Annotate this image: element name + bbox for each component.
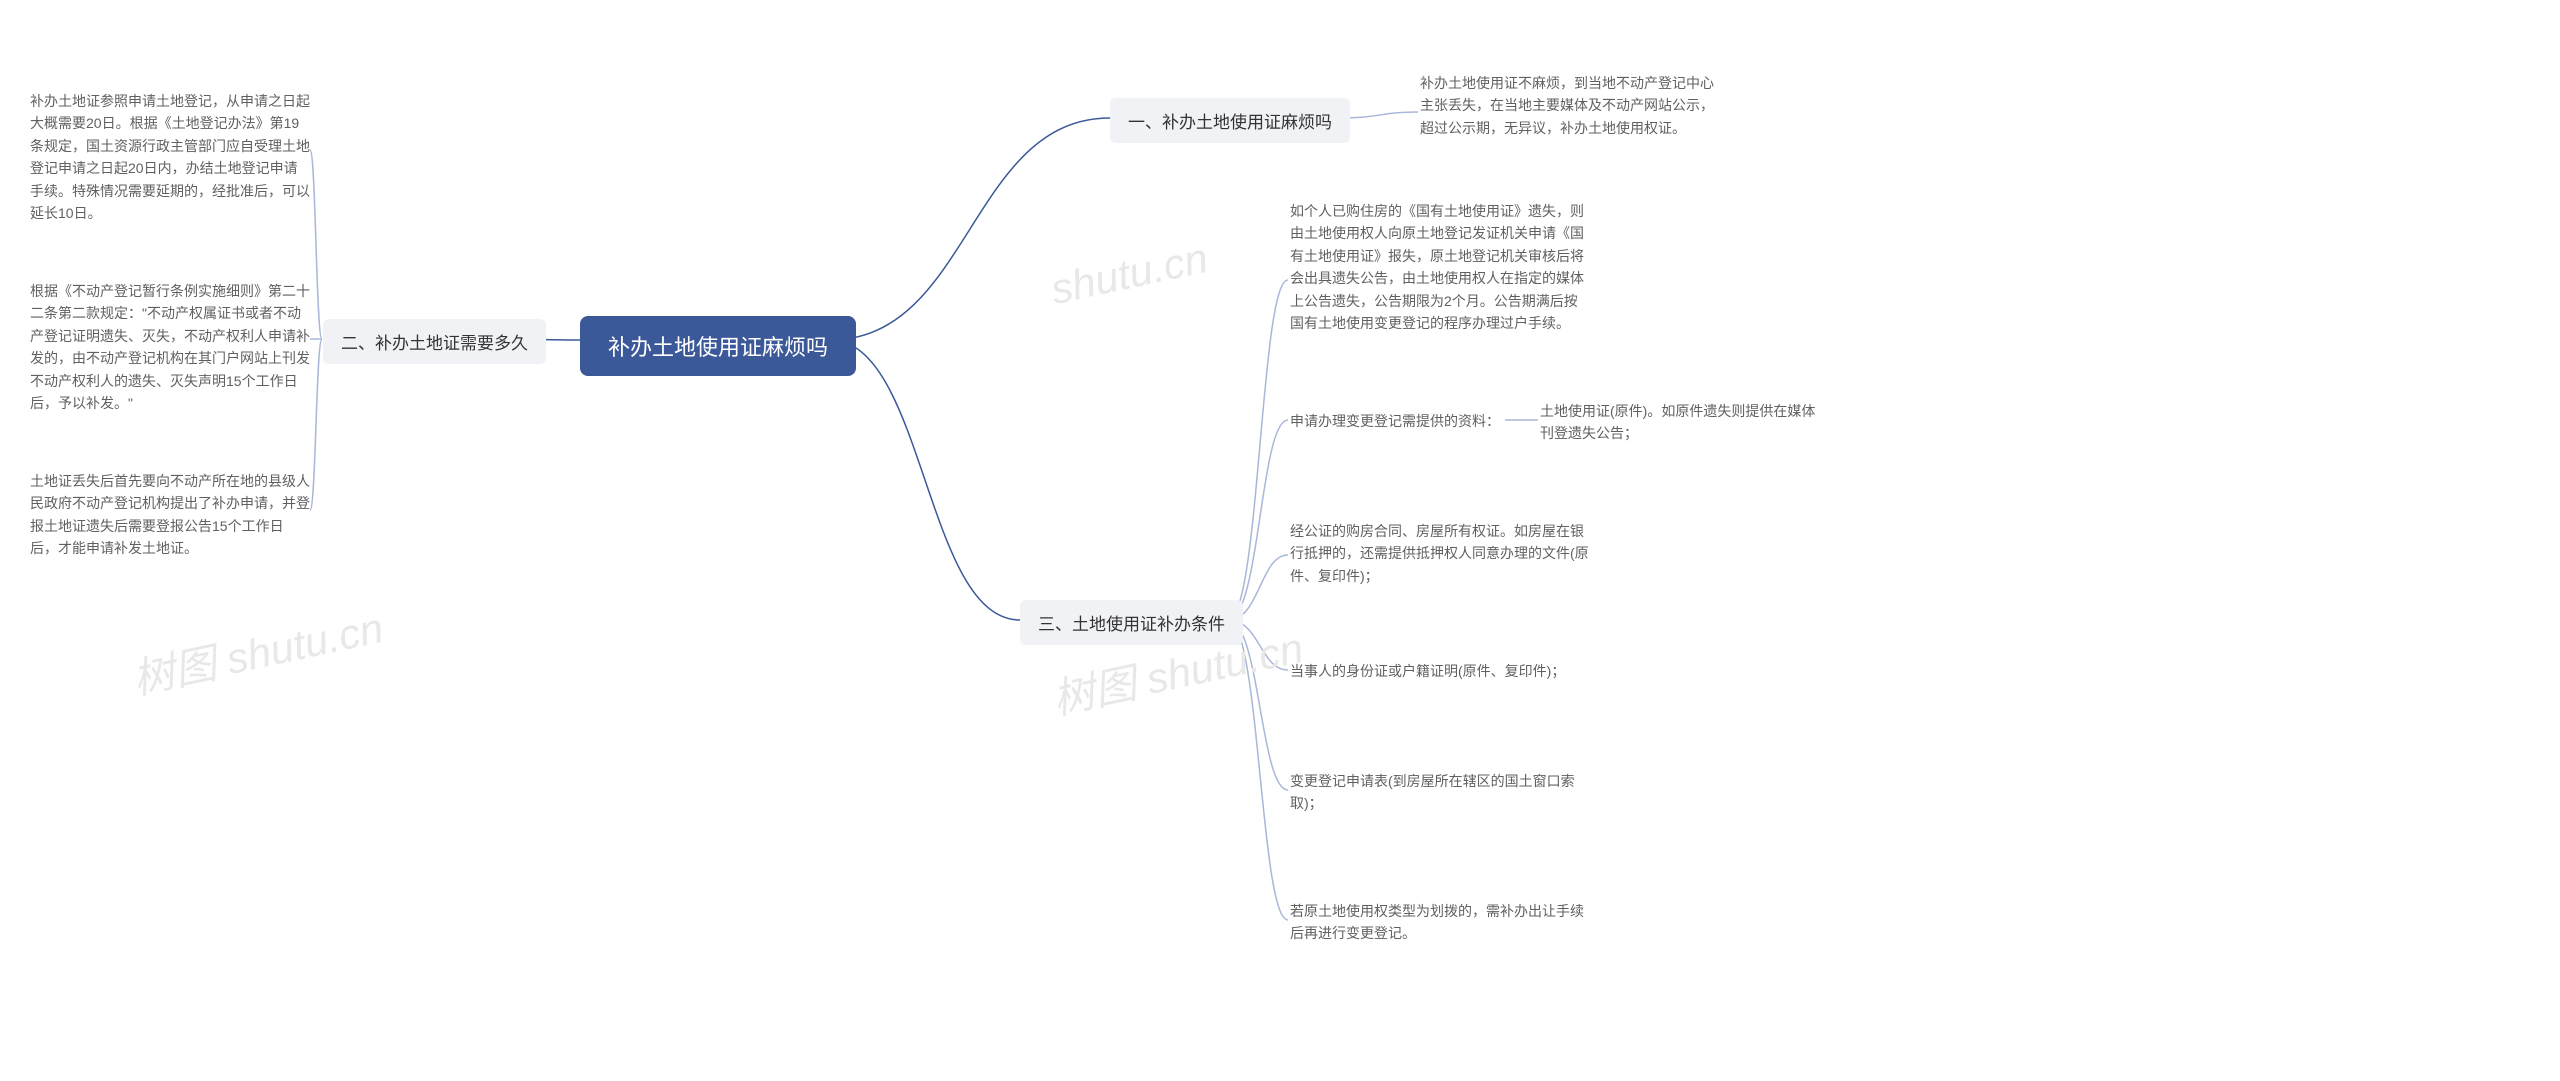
center-node: 补办土地使用证麻烦吗 — [580, 316, 856, 376]
leaf-node: 当事人的身份证或户籍证明(原件、复印件)； — [1290, 660, 1590, 682]
leaf-node: 变更登记申请表(到房屋所在辖区的国土窗口索取)； — [1290, 770, 1590, 815]
leaf-node: 土地证丢失后首先要向不动产所在地的县级人民政府不动产登记机构提出了补办申请，并登… — [30, 470, 310, 560]
connectors — [0, 0, 2560, 1081]
branch-node-2: 二、补办土地证需要多久 — [323, 319, 546, 364]
leaf-node: 经公证的购房合同、房屋所有权证。如房屋在银行抵押的，还需提供抵押权人同意办理的文… — [1290, 520, 1590, 587]
watermark: 树图 shutu.cn — [126, 594, 388, 707]
leaf-node: 根据《不动产登记暂行条例实施细则》第二十二条第二款规定："不动产权属证书或者不动… — [30, 280, 310, 414]
leaf-node: 若原土地使用权类型为划拨的，需补办出让手续后再进行变更登记。 — [1290, 900, 1590, 945]
leaf-node: 申请办理变更登记需提供的资料： — [1290, 410, 1505, 432]
branch-node-1: 一、补办土地使用证麻烦吗 — [1110, 98, 1350, 143]
sub-leaf-node: 土地使用证(原件)。如原件遗失则提供在媒体刊登遗失公告； — [1540, 400, 1820, 445]
branch-node-3: 三、土地使用证补办条件 — [1020, 600, 1243, 645]
leaf-node: 补办土地使用证不麻烦，到当地不动产登记中心主张丢失，在当地主要媒体及不动产网站公… — [1420, 72, 1720, 139]
watermark: shutu.cn — [1047, 234, 1212, 314]
leaf-node: 如个人已购住房的《国有土地使用证》遗失，则由土地使用权人向原土地登记发证机关申请… — [1290, 200, 1590, 334]
leaf-node: 补办土地证参照申请土地登记，从申请之日起大概需要20日。根据《土地登记办法》第1… — [30, 90, 310, 224]
